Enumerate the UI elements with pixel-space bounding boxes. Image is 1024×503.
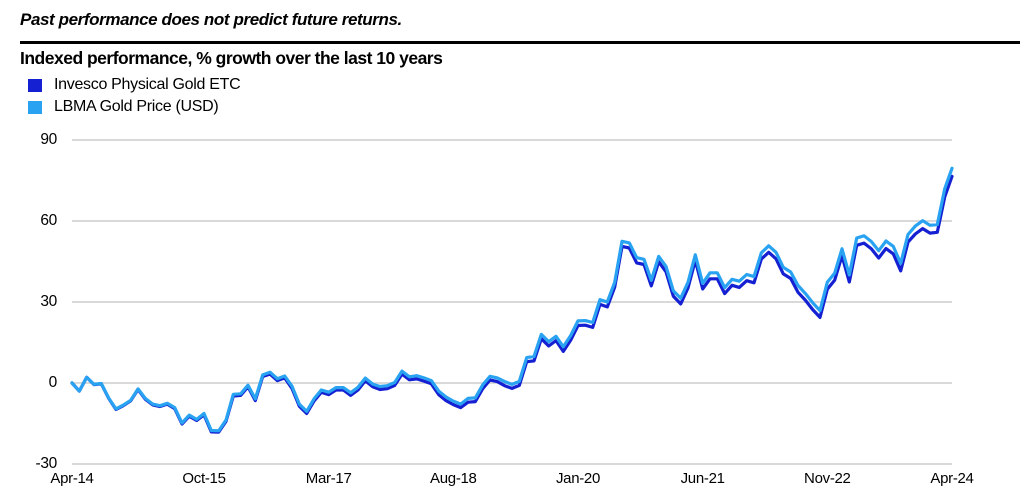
legend-label-invesco: Invesco Physical Gold ETC: [54, 76, 241, 93]
y-axis-tick-label: 30: [40, 293, 57, 310]
disclaimer-text: Past performance does not predict future…: [20, 10, 402, 29]
chart-legend: Invesco Physical Gold ETC LBMA Gold Pric…: [28, 74, 241, 118]
y-axis-tick-label: -30: [35, 455, 57, 472]
y-axis-tick-label: 0: [48, 374, 58, 391]
legend-swatch-invesco-icon: [28, 78, 42, 92]
legend-item-invesco-physical-gold-etc: Invesco Physical Gold ETC: [28, 74, 241, 96]
series-line-lbma-gold-price-usd-: [70, 166, 954, 433]
x-axis-tick-label: Nov-22: [804, 470, 851, 487]
chart-title: Indexed performance, % growth over the l…: [20, 48, 443, 68]
x-axis-tick-label: Mar-17: [305, 470, 352, 487]
legend-swatch-lbma-icon: [28, 100, 42, 114]
legend-item-lbma-gold-price: LBMA Gold Price (USD): [28, 96, 240, 118]
x-axis-tick-label: Apr-24: [930, 470, 974, 487]
x-axis-tick-label: Jan-20: [555, 470, 601, 487]
x-axis-tick-label: Jun-21: [680, 470, 725, 487]
x-axis-tick-label: Apr-14: [50, 470, 94, 487]
y-axis-tick-label: 90: [40, 131, 57, 148]
x-axis-tick-label: Aug-18: [430, 470, 477, 487]
x-axis-tick-label: Oct-15: [182, 470, 226, 487]
divider-rule: [20, 41, 1020, 44]
y-axis-tick-label: 60: [40, 212, 57, 229]
legend-label-lbma: LBMA Gold Price (USD): [54, 98, 219, 115]
